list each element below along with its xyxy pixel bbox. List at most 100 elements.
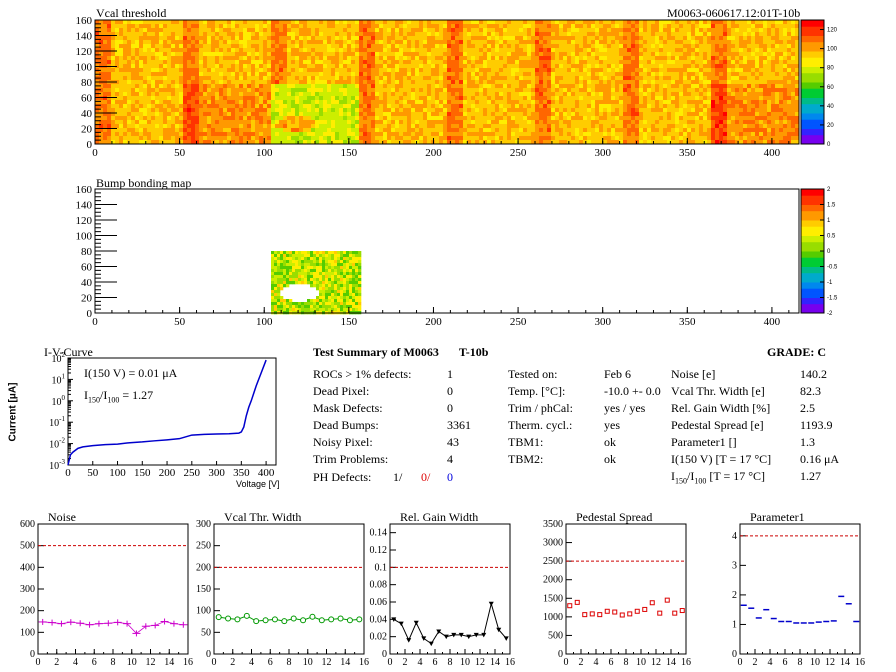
y-tick-label: 20 [81,124,93,136]
colorbar-band [801,72,824,77]
colorbar-tick-label: -1.5 [827,296,838,302]
x-tick-label: 350 [679,147,696,159]
colorbar-tick-label: 1.5 [827,203,836,209]
colorbar-band [801,288,824,292]
small-x-tick-label: 16 [183,657,193,668]
colorbar-band [801,113,824,117]
small-x-tick-label: 6 [433,657,438,668]
small-y-tick-label: 300 [20,584,35,595]
small-x-tick-label: 14 [840,657,850,668]
colorbar-band [801,119,824,123]
small-y-tick-label: 200 [196,562,211,573]
small-x-tick-label: 0 [564,657,569,668]
colorbar-band [801,232,824,236]
data-point [496,627,502,633]
data-point [421,636,427,641]
colorbar-band [801,23,824,27]
small-y-tick-label: 0 [30,649,35,660]
iv-annotation-current: I(150 V) = 0.01 μA [84,366,178,380]
noise-title: Noise [48,510,76,524]
summary-value: 1 [447,367,453,381]
small-y-tick-label: 4 [732,531,737,542]
summary-label: Pedestal Spread [e] [671,418,764,432]
colorbar-band [801,198,824,202]
data-point [649,600,655,606]
small-chart-6: 0 2 4 6 8 10 12 14 16050010001500200025003000350… [543,519,691,668]
colorbar-tick-label: 1 [827,218,831,224]
small-x-tick-label: 0 [36,657,41,668]
small-x-tick-label: 0 [212,657,217,668]
x-tick-label: 50 [174,316,186,328]
x-tick-label: 250 [510,147,527,159]
colorbar-band [801,94,824,98]
small-y-tick-label: 150 [196,584,211,595]
summary-value: yes / yes [604,401,646,415]
y-tick-label: 100 [76,231,93,243]
small-y-tick-label: 0.08 [370,580,388,591]
data-point [627,611,633,617]
colorbar-band [801,241,824,246]
vcal-width-title: Vcal Thr. Width [224,510,302,524]
data-point [337,615,344,622]
colorbar-band [801,91,824,95]
y-tick-label: 60 [81,262,93,274]
colorbar-band [801,63,824,67]
small-x-tick-label: 0 [738,657,743,668]
series-line [393,601,507,645]
colorbar-band [801,20,824,24]
small-x-tick-label: 6 [268,657,273,668]
x-tick-label: 350 [679,316,696,328]
iv-x-tick-label: 0 [65,467,71,479]
x-tick-label: 50 [174,147,186,159]
colorbar-tick-label: -1 [827,280,833,286]
colorbar-band [801,297,824,302]
colorbar-band [801,122,824,126]
colorbar-band [801,229,824,233]
small-y-tick-label: 0.12 [370,545,388,556]
summary-label: ROCs > 1% defects: [313,367,412,381]
y-tick-label: 80 [81,246,93,258]
small-x-tick-label: 4 [73,657,78,668]
data-point [589,611,595,617]
small-frame [389,523,511,655]
small-y-tick-label: 0 [558,649,563,660]
summary-value: 140.2 [800,367,827,381]
small-y-tick-label: 1 [732,619,737,630]
colorbar-tick-label: 40 [827,104,834,110]
x-tick-label: 0 [92,147,98,159]
colorbar-band [801,54,824,58]
data-point [597,612,603,618]
small-x-tick-label: 16 [505,657,515,668]
summary-ratio-label: I150/I100 [T = 17 °C] [671,469,766,486]
colorbar-band [801,75,824,80]
small-x-tick-label: 10 [810,657,820,668]
small-y-tick-label: 0.06 [370,597,388,608]
small-x-tick-label: 6 [783,657,788,668]
summary-value: 43 [447,435,459,449]
summary-label: I(150 V) [T = 17 °C] [671,452,772,466]
colorbar-band [801,47,824,52]
x-tick-label: 150 [341,316,358,328]
y-tick-label: 80 [81,77,93,89]
colorbar-band [801,57,824,61]
small-y-tick-label: 250 [196,541,211,552]
iv-x-tick-label: 350 [233,467,250,479]
summary-label: Parameter1 [] [671,435,737,449]
small-y-tick-label: 300 [196,519,211,530]
small-x-tick-label: 0 [388,657,393,668]
data-point [567,603,573,609]
data-point [604,608,610,614]
iv-x-tick-label: 100 [109,467,126,479]
small-y-tick-label: 50 [201,627,211,638]
data-point [262,617,269,624]
colorbar-band [801,260,824,264]
y-tick-label: 20 [81,293,93,305]
data-point [398,621,404,627]
colorbar-band [801,189,824,193]
iv-x-tick-label: 400 [258,467,275,479]
gain-width-title: Rel. Gain Width [400,510,479,524]
data-point [642,606,648,612]
colorbar-band [801,38,824,43]
